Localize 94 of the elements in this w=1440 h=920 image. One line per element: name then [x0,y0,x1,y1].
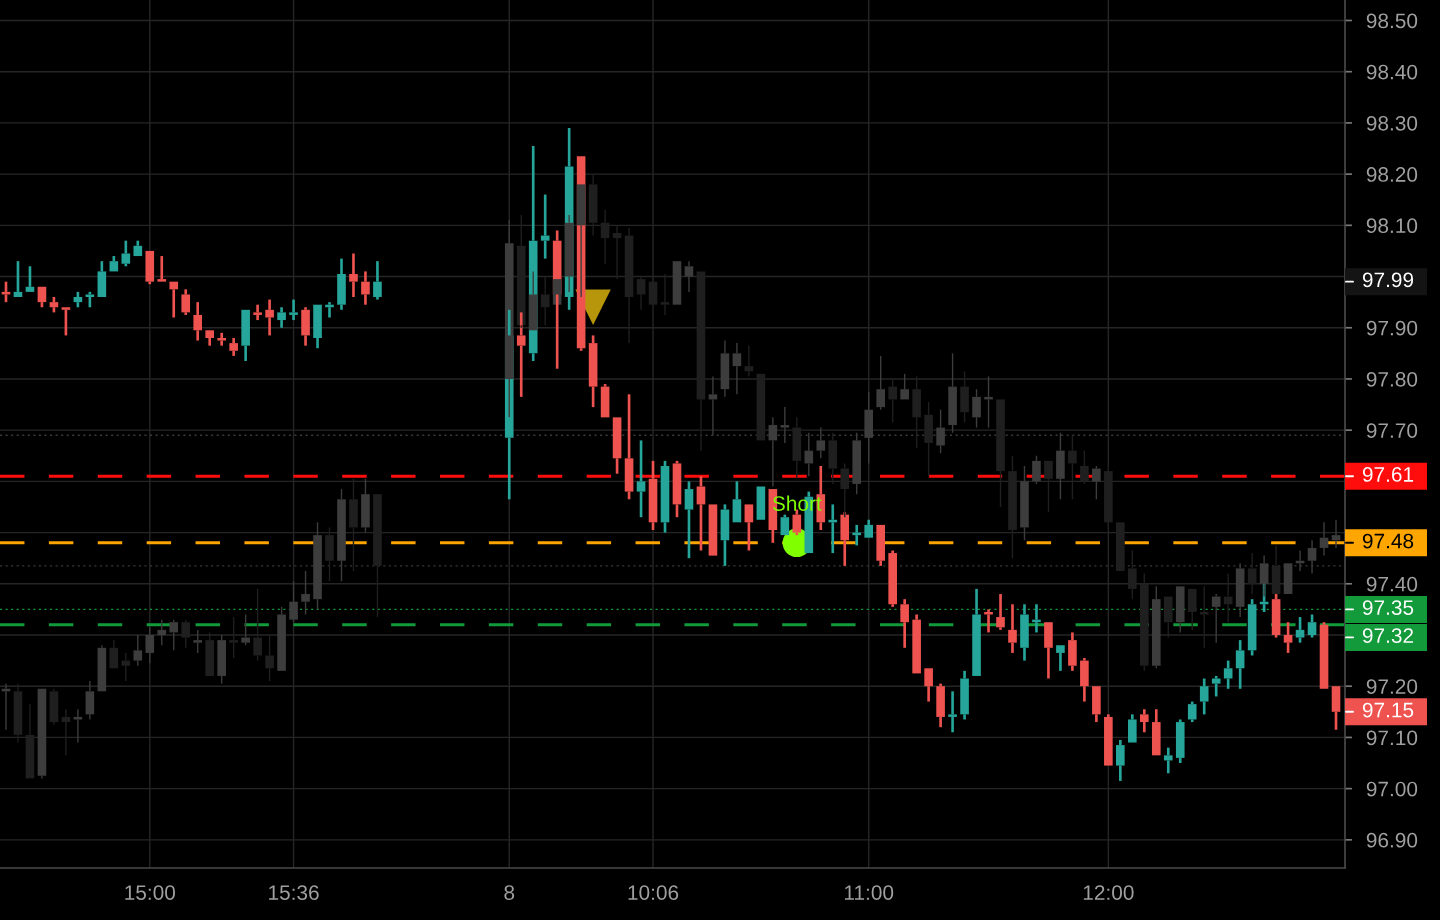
candlestick [217,331,226,347]
candlestick [109,639,119,669]
candlestick [960,669,969,721]
candlestick [361,270,370,307]
candlestick [181,288,191,317]
ref-line-label: 97.32 [1362,628,1414,643]
y-tick-label: 98.20 [1366,167,1418,182]
candlestick [1235,562,1245,618]
candlestick [241,309,250,363]
candlestick [744,504,754,552]
candlestick [313,304,322,350]
x-tick-label: 11:00 [845,885,894,900]
candlestick [540,193,550,260]
candlestick [349,252,358,299]
candlestick [912,613,921,674]
candlestick [672,261,682,305]
candlestick [193,300,203,342]
candlestick [732,342,742,396]
candlestick [1128,713,1137,743]
y-tick-label: 98.40 [1366,64,1418,80]
candlestick [684,260,694,293]
candlestick [277,305,286,330]
candlestick [708,504,718,556]
text: 97.99 [1362,272,1414,288]
ref-line-label: 97.61 [1362,467,1414,482]
x-tick-label: 15:36 [269,885,319,900]
y-tick-label: 97.10 [1366,730,1418,746]
candlestick [97,644,107,692]
y-tick-label: 98.50 [1366,13,1418,29]
candlestick [157,254,167,282]
candlestick [1116,738,1125,783]
ref-line-label: 97.48 [1362,533,1414,549]
candlestick [720,339,730,398]
candlestick [1163,746,1173,775]
y-tick-label: 98.10 [1366,218,1418,234]
candlestick [1044,622,1053,680]
candlestick [49,688,59,726]
candlestick [1199,677,1209,716]
candlestick [337,257,346,312]
candlestick [948,690,957,734]
candlestick [265,298,274,337]
candlestick [864,518,874,538]
x-tick-label: 8 [504,885,515,900]
candlestick [1331,519,1341,549]
candlestick [85,680,95,721]
candlestick [984,608,993,634]
candlestick [169,281,179,319]
x-tick-label: 10:06 [628,885,679,900]
candlestick [1104,713,1113,766]
x-tick-label: 12:00 [1083,885,1134,900]
y-tick-label: 97.00 [1366,781,1418,797]
candlestick [924,668,933,703]
candlestick [37,688,47,780]
candlestick [1307,539,1317,575]
candlestick [1008,602,1017,655]
y-tick-label: 98.30 [1366,115,1418,131]
candlestick [744,344,754,378]
candlestick [25,264,35,292]
y-tick-label: 97.90 [1366,320,1418,336]
candlestick [1139,707,1149,734]
y-tick-label: 96.90 [1366,832,1418,848]
text: 97.15 [1362,702,1414,718]
candlestick [1080,656,1089,703]
candlestick [301,305,310,347]
candlestick [1056,645,1065,673]
candlestick [289,298,298,322]
candlestick [61,307,71,337]
candlestick [996,592,1005,632]
candlestick [1211,674,1221,698]
candlestick [1092,686,1101,724]
candlestick [253,303,262,322]
y-tick-label: 97.80 [1366,371,1418,387]
y-tick-label: 97.70 [1366,423,1418,438]
candlestick [133,239,143,257]
candlestick [1175,718,1185,765]
candlestick [1068,631,1077,673]
candlestick [636,439,646,519]
candlestick [900,597,909,650]
y-tick-label: 97.40 [1366,576,1418,592]
candlestick [1151,707,1161,756]
candlestick [121,652,131,682]
candlestick [229,336,238,358]
candlestick [373,259,382,301]
candlestick [876,524,885,568]
y-tick-label: 97.20 [1366,679,1418,694]
candlestick [13,259,23,298]
candlestick [1020,602,1029,662]
ref-line-label: 97.35 [1362,600,1414,615]
candlestick [205,330,214,347]
candlestick [756,486,766,520]
candlestick [972,587,981,676]
candlestick [1319,521,1329,557]
x-tick-label: 15:00 [125,885,176,900]
candlestick [1211,593,1221,644]
